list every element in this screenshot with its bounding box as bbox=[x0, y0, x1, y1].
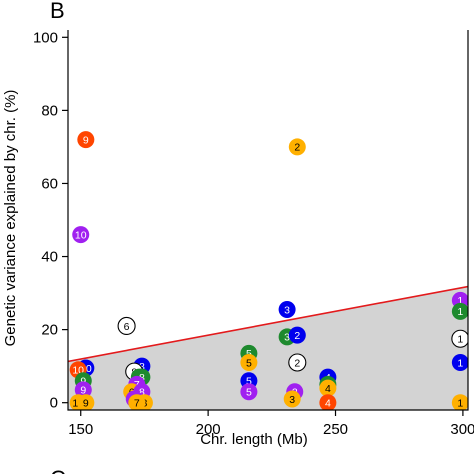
data-point: 1 bbox=[451, 329, 468, 348]
data-point: 1 bbox=[451, 394, 468, 410]
data-point-marker bbox=[451, 329, 468, 348]
y-axis: 0 20 40 60 80 100 bbox=[33, 29, 68, 412]
data-point-marker bbox=[117, 316, 136, 336]
data-point: 2 bbox=[288, 326, 306, 344]
data-point: 7 bbox=[128, 394, 146, 410]
shaded-region bbox=[68, 286, 468, 410]
y-tick-label: 80 bbox=[41, 102, 58, 119]
y-tick-label: 100 bbox=[33, 29, 58, 46]
data-point-label: 5 bbox=[246, 376, 252, 388]
data-point-label: 3 bbox=[284, 332, 290, 344]
data-point-label: 4 bbox=[325, 397, 331, 409]
data-point-label: 10 bbox=[75, 229, 87, 241]
y-axis-label: Genetic variance explained by chr. (%) bbox=[2, 90, 19, 347]
data-point: 9 bbox=[77, 394, 95, 410]
data-point-label: 9 bbox=[83, 134, 89, 146]
data-point-label: 2 bbox=[294, 357, 300, 369]
y-tick-label: 20 bbox=[41, 322, 58, 339]
data-point: 6 bbox=[117, 316, 136, 336]
data-point: 3 bbox=[278, 301, 296, 319]
y-tick-label: 0 bbox=[50, 395, 58, 412]
data-point-label: 1 bbox=[457, 357, 463, 369]
data-point-label: 4 bbox=[325, 383, 331, 395]
data-point-label: 10 bbox=[72, 365, 84, 377]
data-point-marker bbox=[319, 394, 337, 410]
data-point: 4 bbox=[319, 379, 337, 397]
data-point: 9 bbox=[74, 381, 92, 399]
data-point-marker bbox=[128, 394, 146, 410]
data-point: 1 bbox=[451, 302, 468, 320]
data-point-label: 7 bbox=[134, 397, 140, 409]
data-point-marker bbox=[451, 302, 468, 320]
data-point-label: 5 bbox=[246, 357, 252, 369]
data-point: 5 bbox=[240, 354, 258, 371]
data-point: 3 bbox=[283, 390, 301, 408]
x-axis-label: Chr. length (Mb) bbox=[200, 431, 308, 448]
data-point-marker bbox=[77, 394, 95, 410]
data-point-label: 2 bbox=[294, 142, 300, 154]
data-point: 4 bbox=[319, 394, 337, 410]
x-tick-label: 300 bbox=[450, 421, 474, 438]
data-point: 2 bbox=[288, 353, 307, 372]
data-point-marker bbox=[288, 326, 306, 344]
data-point-marker bbox=[283, 390, 301, 408]
data-point-label: 1 bbox=[457, 306, 463, 318]
data-point: 9 bbox=[77, 131, 95, 149]
data-point-label: 1 bbox=[457, 397, 463, 409]
data-point-marker bbox=[240, 354, 258, 371]
data-point: 5 bbox=[240, 383, 258, 401]
data-point: 1 bbox=[451, 354, 468, 371]
data-point-marker bbox=[77, 131, 95, 149]
data-point-label: 5 bbox=[246, 387, 252, 399]
x-tick-label: 150 bbox=[68, 421, 93, 438]
next-panel-label: C bbox=[50, 466, 66, 474]
data-point-label: 1 bbox=[457, 295, 463, 307]
regression-line bbox=[68, 285, 468, 363]
data-point-marker bbox=[278, 301, 296, 319]
data-point-label: 2 bbox=[294, 330, 300, 342]
plot-frame bbox=[67, 30, 469, 411]
data-point-marker bbox=[288, 138, 306, 156]
data-point: 10 bbox=[72, 226, 90, 244]
data-point: 2 bbox=[288, 138, 306, 156]
x-axis: 150 200 250 300 bbox=[68, 410, 474, 438]
data-point-label: 3 bbox=[289, 394, 295, 406]
data-point-label: 6 bbox=[124, 321, 130, 333]
x-tick-label: 200 bbox=[196, 421, 221, 438]
data-point-label: 8 bbox=[139, 387, 145, 399]
data-point-marker bbox=[319, 379, 337, 397]
points-layer: 9102611111332255552344441010991098878768… bbox=[69, 131, 468, 410]
data-point-marker bbox=[74, 381, 92, 399]
data-point-marker bbox=[240, 383, 258, 401]
data-point-marker bbox=[288, 353, 307, 372]
y-tick-label: 60 bbox=[41, 175, 58, 192]
data-point-label: 9 bbox=[80, 385, 86, 397]
data-point-label: 9 bbox=[83, 397, 89, 409]
panel-label: B bbox=[50, 0, 65, 23]
data-point-marker bbox=[451, 354, 468, 371]
x-tick-label: 250 bbox=[323, 421, 348, 438]
data-point-marker bbox=[451, 394, 468, 410]
data-point-marker bbox=[72, 226, 90, 244]
data-point-label: 3 bbox=[284, 304, 290, 316]
data-point-label: 1 bbox=[457, 334, 463, 346]
y-tick-label: 40 bbox=[41, 249, 58, 266]
